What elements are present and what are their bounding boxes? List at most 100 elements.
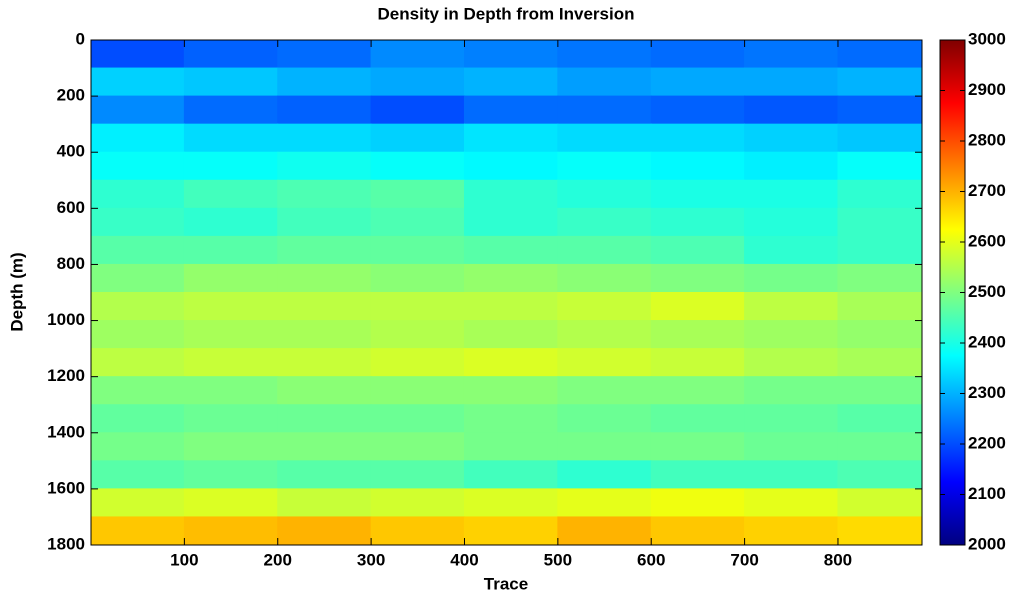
colorbar-tick-label: 2100 [968, 484, 1006, 503]
heatmap-cell [837, 235, 922, 265]
heatmap-cell [744, 95, 839, 125]
heatmap-cell [650, 376, 746, 406]
heatmap-cell [463, 207, 559, 237]
y-tick-label: 0 [76, 29, 85, 48]
heatmap-cell [370, 348, 465, 378]
x-tick-label: 300 [357, 550, 385, 569]
heatmap-cell [557, 67, 652, 97]
heatmap-cell [183, 95, 279, 125]
heatmap-cell [650, 207, 746, 237]
heatmap-cell [463, 235, 559, 265]
heatmap-cell [91, 123, 185, 153]
y-axis-label: Depth (m) [7, 252, 26, 331]
heatmap-cell [650, 432, 746, 462]
heatmap-cell [744, 432, 839, 462]
heatmap-cell [183, 40, 279, 69]
heatmap-cell [183, 235, 279, 265]
heatmap-cell [277, 404, 372, 434]
heatmap-cell [463, 67, 559, 97]
heatmap-cell [183, 460, 279, 490]
heatmap-cell [463, 40, 559, 69]
heatmap-cell [650, 179, 746, 209]
heatmap-cell [744, 376, 839, 406]
heatmap-cell [183, 123, 279, 153]
heatmap-cell [650, 123, 746, 153]
heatmap-cell [463, 348, 559, 378]
heatmap-cell [277, 263, 372, 293]
y-tick-label: 800 [57, 254, 85, 273]
heatmap-cell [277, 348, 372, 378]
x-tick-label: 700 [730, 550, 758, 569]
heatmap-cell [370, 263, 465, 293]
heatmap-cell [277, 516, 372, 545]
y-tick-label: 1400 [47, 422, 85, 441]
x-tick-label: 100 [170, 550, 198, 569]
heatmap-cell [650, 235, 746, 265]
heatmap-cell [744, 404, 839, 434]
heatmap-cell [91, 488, 185, 518]
y-tick-label: 1800 [47, 534, 85, 553]
heatmap-cell [463, 263, 559, 293]
y-tick-label: 200 [57, 86, 85, 105]
heatmap-cell [277, 123, 372, 153]
heatmap-cell [277, 235, 372, 265]
heatmap-cell [277, 376, 372, 406]
heatmap-cell [463, 95, 559, 125]
heatmap-cell [277, 179, 372, 209]
heatmap-cell [837, 320, 922, 350]
colorbar-tick-label: 2800 [968, 130, 1006, 149]
plot-frame [90, 39, 923, 546]
heatmap-cell [370, 516, 465, 545]
heatmap-cell [557, 488, 652, 518]
heatmap-cell [837, 292, 922, 322]
heatmap-cell [277, 292, 372, 322]
heatmap-cell [744, 207, 839, 237]
heatmap-cell [557, 320, 652, 350]
heatmap-cell [650, 292, 746, 322]
x-tick-label: 400 [450, 550, 478, 569]
heatmap-cell [370, 235, 465, 265]
heatmap-cell [744, 179, 839, 209]
heatmap-cell [370, 488, 465, 518]
heatmap-cell [91, 235, 185, 265]
colorbar-tick-label: 2600 [968, 231, 1006, 250]
heatmap-cell [837, 404, 922, 434]
heatmap-cell [463, 179, 559, 209]
heatmap-cell [463, 376, 559, 406]
heatmap-cell [557, 404, 652, 434]
heatmap-cell [370, 151, 465, 181]
heatmap-cell [463, 460, 559, 490]
heatmap-cell [557, 348, 652, 378]
heatmap-cell [837, 207, 922, 237]
heatmap-cell [650, 263, 746, 293]
heatmap-cell [370, 207, 465, 237]
heatmap-cell [183, 179, 279, 209]
heatmap-cell [557, 179, 652, 209]
colorbar-tick-label: 2000 [968, 534, 1006, 553]
heatmap-cell [557, 432, 652, 462]
heatmap-cell [91, 179, 185, 209]
heatmap-cell [463, 488, 559, 518]
colorbar-tick-label: 2900 [968, 80, 1006, 99]
heatmap-cell [277, 67, 372, 97]
heatmap-cell [837, 460, 922, 490]
heatmap-cell [744, 348, 839, 378]
heatmap-cell [744, 320, 839, 350]
colorbar-tick-label: 2400 [968, 332, 1006, 351]
chart-title: Density in Depth from Inversion [378, 4, 635, 23]
heatmap-cell [183, 320, 279, 350]
heatmap-cell [557, 95, 652, 125]
heatmap-cell [277, 320, 372, 350]
colorbar-tick-label: 2700 [968, 181, 1006, 200]
heatmap-cell [650, 488, 746, 518]
heatmap-cell [183, 376, 279, 406]
heatmap-cell [277, 488, 372, 518]
heatmap-cell [183, 488, 279, 518]
heatmap-cell [370, 404, 465, 434]
heatmap-cell [744, 460, 839, 490]
x-tick-label: 200 [264, 550, 292, 569]
heatmap-cell [463, 432, 559, 462]
heatmap-cell [837, 123, 922, 153]
heatmap-cell [557, 292, 652, 322]
